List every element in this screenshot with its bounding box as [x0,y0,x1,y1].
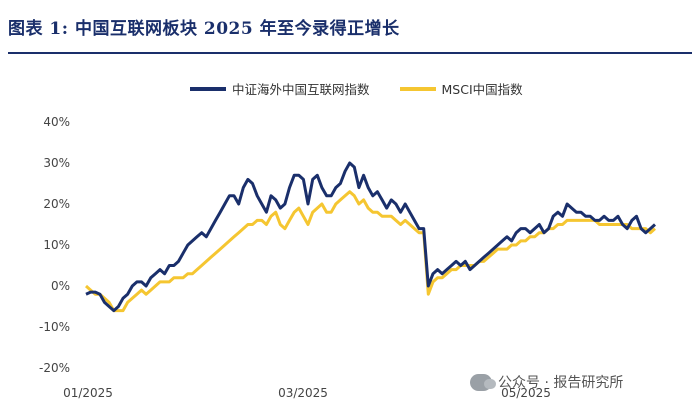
y-tick-label: 30% [43,156,70,170]
legend-swatch-series-1 [190,86,226,91]
legend-label-series-1: 中证海外中国互联网指数 [232,82,370,97]
chart-title: 图表 1: 中国互联网板块 2025 年至今录得正增长 [8,14,400,39]
x-tick-label: 03/2025 [278,386,328,400]
legend-label-series-2: MSCI中国指数 [441,82,523,97]
x-tick-label: 01/2025 [63,386,113,400]
y-tick-label: 40% [43,115,70,129]
series-line-csi-internet [85,161,656,313]
legend-item-series-2: MSCI中国指数 [399,79,523,98]
wechat-icon [470,373,496,391]
y-tick-label: 0% [51,279,70,293]
y-tick-label: -20% [39,361,70,375]
watermark: 公众号 · 报告研究所 [470,372,623,392]
watermark-text: 公众号 · 报告研究所 [498,375,624,391]
y-tick-label: -10% [39,320,70,334]
x-tick-label: 05/2025 [501,386,551,400]
y-tick-label: 20% [43,197,70,211]
legend-item-series-1: 中证海外中国互联网指数 [190,79,370,98]
series-line-msci-china [85,190,656,313]
figure-title-text: 中国互联网板块 2025 年至今录得正增长 [74,19,400,39]
title-divider [8,52,692,54]
y-tick-label: 10% [43,238,70,252]
figure-label: 图表 [8,19,43,39]
figure-number: 1: [49,19,69,39]
legend-swatch-series-2 [399,86,436,91]
legend: 中证海外中国互联网指数 MSCI中国指数 [190,79,553,98]
